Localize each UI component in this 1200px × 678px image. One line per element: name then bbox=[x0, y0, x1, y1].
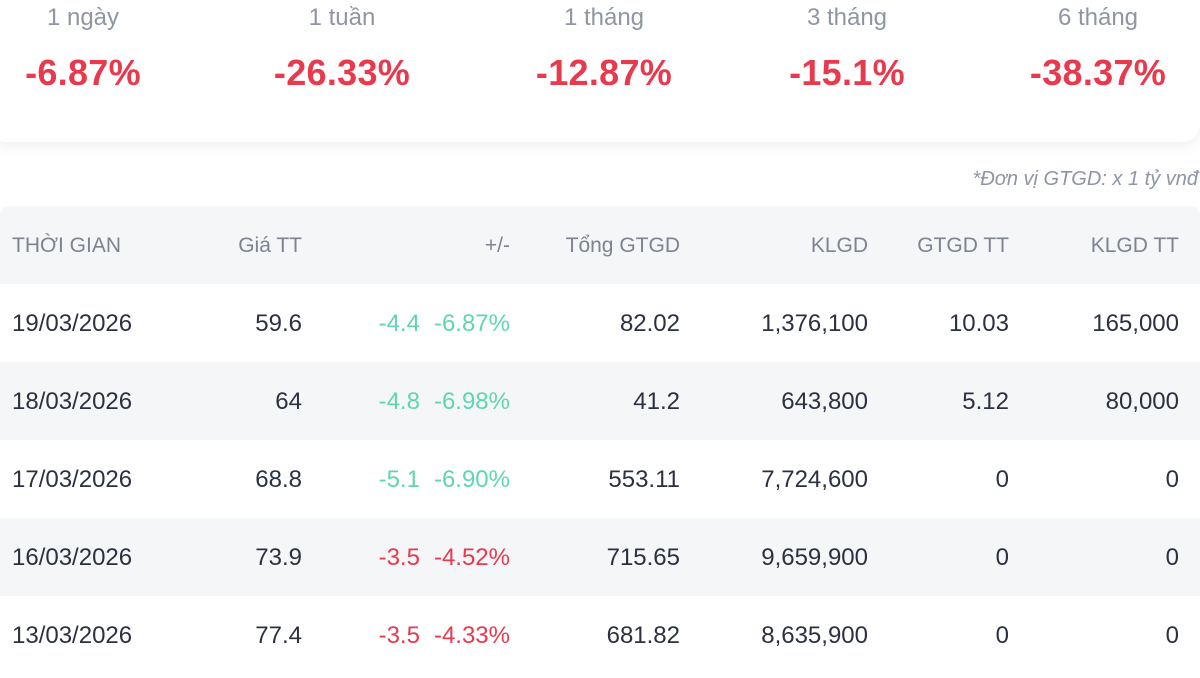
cell-volume: 643,800 bbox=[781, 388, 868, 415]
cell-total-value: 681.82 bbox=[606, 622, 680, 649]
cell-volume: 9,659,900 bbox=[761, 544, 868, 571]
cell-deal-volume: 165,000 bbox=[1092, 310, 1179, 337]
perf-label: 6 tháng bbox=[1057, 4, 1139, 31]
cell-date: 19/03/2026 bbox=[12, 310, 133, 337]
change-absolute: -4.4 bbox=[378, 310, 420, 337]
header-total-value[interactable]: Tổng GTGD bbox=[565, 234, 680, 257]
cell-price: 64 bbox=[275, 388, 302, 415]
cell-total-value: 82.02 bbox=[619, 310, 680, 337]
cell-volume: 8,635,900 bbox=[761, 622, 868, 649]
change-percent: -6.90% bbox=[433, 466, 510, 493]
perf-value: -38.37% bbox=[1029, 52, 1167, 93]
cell-deal-value: 5.12 bbox=[962, 388, 1009, 415]
cell-volume: 1,376,100 bbox=[761, 310, 868, 337]
change-absolute: -4.8 bbox=[378, 388, 420, 415]
perf-value: -12.87% bbox=[535, 52, 673, 93]
header-deal-value[interactable]: GTGD TT bbox=[917, 234, 1009, 257]
cell-deal-value: 0 bbox=[995, 544, 1009, 571]
perf-label: 1 ngày bbox=[46, 4, 120, 31]
change-absolute: -5.1 bbox=[378, 466, 420, 493]
header-volume[interactable]: KLGD bbox=[810, 234, 868, 257]
cell-price: 59.6 bbox=[255, 310, 302, 337]
table-row[interactable]: 16/03/2026 73.9 715.65 9,659,900 0 0 -3.5 -4.52… bbox=[0, 518, 1200, 596]
cell-date: 17/03/2026 bbox=[12, 466, 133, 493]
cell-deal-value: 0 bbox=[995, 466, 1009, 493]
header-date[interactable]: THỜI GIAN bbox=[12, 234, 122, 257]
cell-price: 77.4 bbox=[255, 622, 302, 649]
cell-volume: 7,724,600 bbox=[761, 466, 868, 493]
cell-change: -3.5 -4.52% bbox=[379, 518, 510, 596]
perf-value: -15.1% bbox=[789, 52, 905, 93]
cell-deal-volume: 80,000 bbox=[1105, 388, 1179, 415]
cell-price: 73.9 bbox=[255, 544, 302, 571]
cell-deal-value: 10.03 bbox=[948, 310, 1009, 337]
change-absolute: -3.5 bbox=[378, 622, 420, 649]
table-row[interactable]: 17/03/2026 68.8 553.11 7,724,600 0 0 -5.1 -6.90… bbox=[0, 440, 1200, 518]
cell-deal-value: 0 bbox=[995, 622, 1009, 649]
perf-label: 3 tháng bbox=[806, 4, 888, 31]
cell-deal-volume: 0 bbox=[1165, 622, 1179, 649]
change-percent: -4.33% bbox=[433, 622, 510, 649]
perf-label: 1 tuần bbox=[308, 4, 376, 31]
cell-price: 68.8 bbox=[255, 466, 302, 493]
table-body: 19/03/2026 59.6 82.02 1,376,100 10.03 165,000… bbox=[0, 284, 1200, 674]
cell-deal-volume: 0 bbox=[1165, 544, 1179, 571]
cell-change: -4.8 -6.98% bbox=[379, 362, 510, 440]
table-row[interactable]: 19/03/2026 59.6 82.02 1,376,100 10.03 165,000… bbox=[0, 284, 1200, 362]
cell-date: 13/03/2026 bbox=[12, 622, 133, 649]
cell-date: 16/03/2026 bbox=[12, 544, 133, 571]
header-deal-volume[interactable]: KLGD TT bbox=[1090, 234, 1179, 257]
change-absolute: -3.5 bbox=[378, 544, 420, 571]
unit-note: *Đơn vị GTGD: x 1 tỷ vnđ bbox=[972, 168, 1198, 190]
cell-total-value: 41.2 bbox=[633, 388, 680, 415]
header-price[interactable]: Giá TT bbox=[238, 234, 302, 257]
perf-value: -26.33% bbox=[273, 52, 411, 93]
perf-label: 1 tháng bbox=[563, 4, 645, 31]
table-row[interactable]: 18/03/2026 64 41.2 643,800 5.12 80,000 -4.8 -6.… bbox=[0, 362, 1200, 440]
perf-value: -6.87% bbox=[25, 52, 141, 93]
change-percent: -4.52% bbox=[433, 544, 510, 571]
change-percent: -6.87% bbox=[433, 310, 510, 337]
change-percent: -6.98% bbox=[433, 388, 510, 415]
cell-change: -4.4 -6.87% bbox=[379, 284, 510, 362]
cell-date: 18/03/2026 bbox=[12, 388, 133, 415]
cell-total-value: 553.11 bbox=[608, 466, 680, 493]
header-change[interactable]: +/- bbox=[484, 234, 510, 257]
table-header-row: THỜI GIAN Giá TT +/- Tổng GTGD KLGD GTGD… bbox=[0, 206, 1200, 284]
cell-change: -3.5 -4.33% bbox=[379, 596, 510, 674]
trading-history-table: THỜI GIAN Giá TT +/- Tổng GTGD KLGD GTGD… bbox=[0, 206, 1200, 674]
table-row[interactable]: 13/03/2026 77.4 681.82 8,635,900 0 0 -3.5 -4.33… bbox=[0, 596, 1200, 674]
performance-summary-card: 1 ngày -6.87% 1 tuần -26.33% 1 tháng -12… bbox=[0, 0, 1200, 142]
cell-deal-volume: 0 bbox=[1165, 466, 1179, 493]
cell-total-value: 715.65 bbox=[606, 544, 680, 571]
cell-change: -5.1 -6.90% bbox=[379, 440, 510, 518]
